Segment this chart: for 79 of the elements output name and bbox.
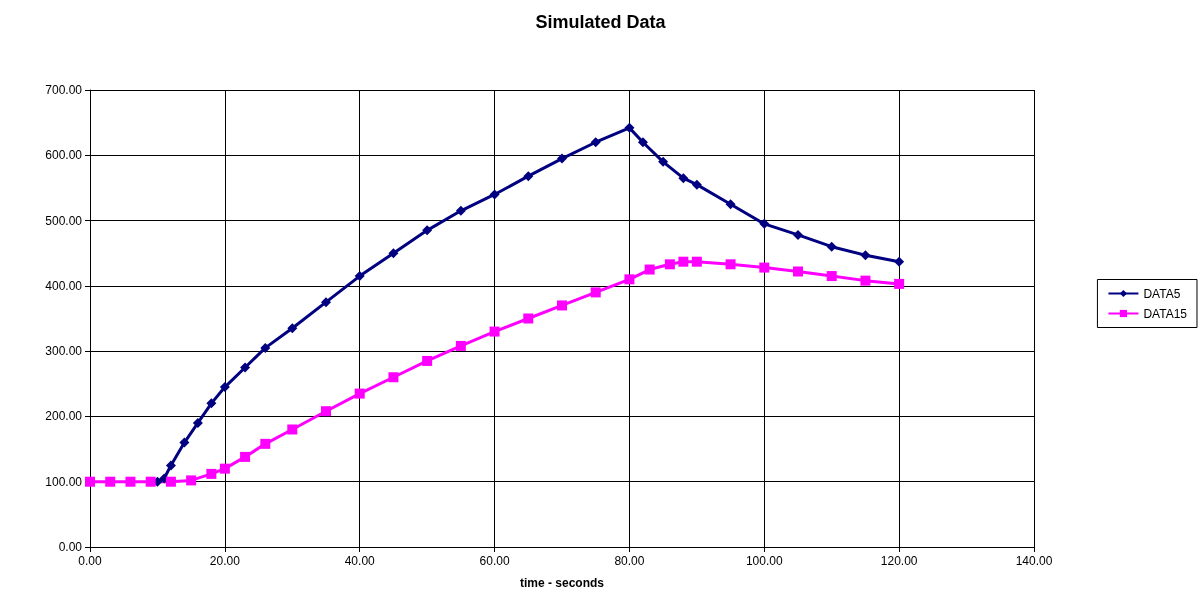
point (590, 137, 601, 148)
point (354, 388, 365, 399)
point (793, 266, 803, 277)
x-tick-label: 140.00 (1015, 554, 1053, 568)
point (219, 382, 230, 393)
point (523, 171, 534, 182)
point (165, 460, 176, 471)
y-tick-label: 100.00 (45, 474, 83, 489)
x-tick-label: 60.00 (479, 554, 510, 568)
x-tick-label: 100.00 (745, 554, 783, 568)
y-tick-label: 300.00 (45, 344, 83, 359)
point (260, 438, 271, 449)
x-tick-label: 0.00 (78, 554, 102, 568)
point (894, 256, 905, 267)
point (691, 256, 702, 267)
x-tick-label: 40.00 (344, 554, 376, 568)
point (637, 137, 648, 148)
point (455, 205, 466, 216)
point (85, 476, 95, 487)
point (260, 342, 271, 353)
point (219, 463, 230, 474)
y-tick-label: 500.00 (45, 213, 83, 228)
x-axis-title: time - seconds (519, 576, 605, 590)
point (860, 275, 871, 286)
point (186, 475, 197, 486)
point (826, 271, 837, 282)
point (165, 476, 176, 487)
point (206, 468, 217, 479)
point (354, 271, 365, 282)
point (422, 225, 433, 236)
point (321, 406, 331, 417)
point (179, 437, 190, 448)
point (590, 287, 601, 298)
point (192, 417, 203, 428)
point (489, 326, 500, 337)
point (678, 256, 689, 267)
point (240, 451, 251, 462)
point (826, 241, 837, 252)
point (759, 262, 770, 273)
point (624, 122, 635, 133)
point (793, 229, 803, 240)
point (557, 153, 567, 164)
point (664, 259, 675, 270)
point (455, 340, 466, 351)
chart-title: Simulated Data (535, 12, 667, 32)
x-tick-label: 120.00 (880, 554, 918, 568)
x-tick-label: 20.00 (209, 554, 241, 568)
y-tick-label: 0.00 (58, 540, 83, 554)
point (125, 476, 136, 487)
point (388, 248, 399, 259)
y-tick-label: 700.00 (45, 83, 83, 97)
point (287, 424, 298, 435)
point (658, 156, 669, 167)
point (145, 476, 156, 487)
point (240, 362, 251, 373)
point (644, 264, 655, 275)
legend-label: DATA15 (1143, 306, 1188, 321)
point (422, 355, 433, 366)
point (523, 313, 534, 324)
y-tick-label: 600.00 (45, 148, 83, 163)
legend-label: DATA5 (1143, 286, 1181, 301)
point (624, 274, 635, 285)
y-tick-label: 200.00 (45, 409, 83, 424)
point (860, 250, 871, 261)
x-tick-label: 80.00 (614, 554, 645, 568)
point (678, 173, 689, 184)
point (557, 300, 567, 311)
point (388, 372, 399, 383)
point (206, 398, 217, 409)
point (894, 278, 905, 289)
y-tick-label: 400.00 (45, 278, 83, 293)
point (321, 297, 331, 308)
point (105, 476, 116, 487)
point (691, 179, 702, 190)
point (489, 189, 500, 200)
point (287, 323, 298, 334)
point (725, 259, 736, 270)
point (759, 218, 770, 229)
point (725, 199, 736, 210)
